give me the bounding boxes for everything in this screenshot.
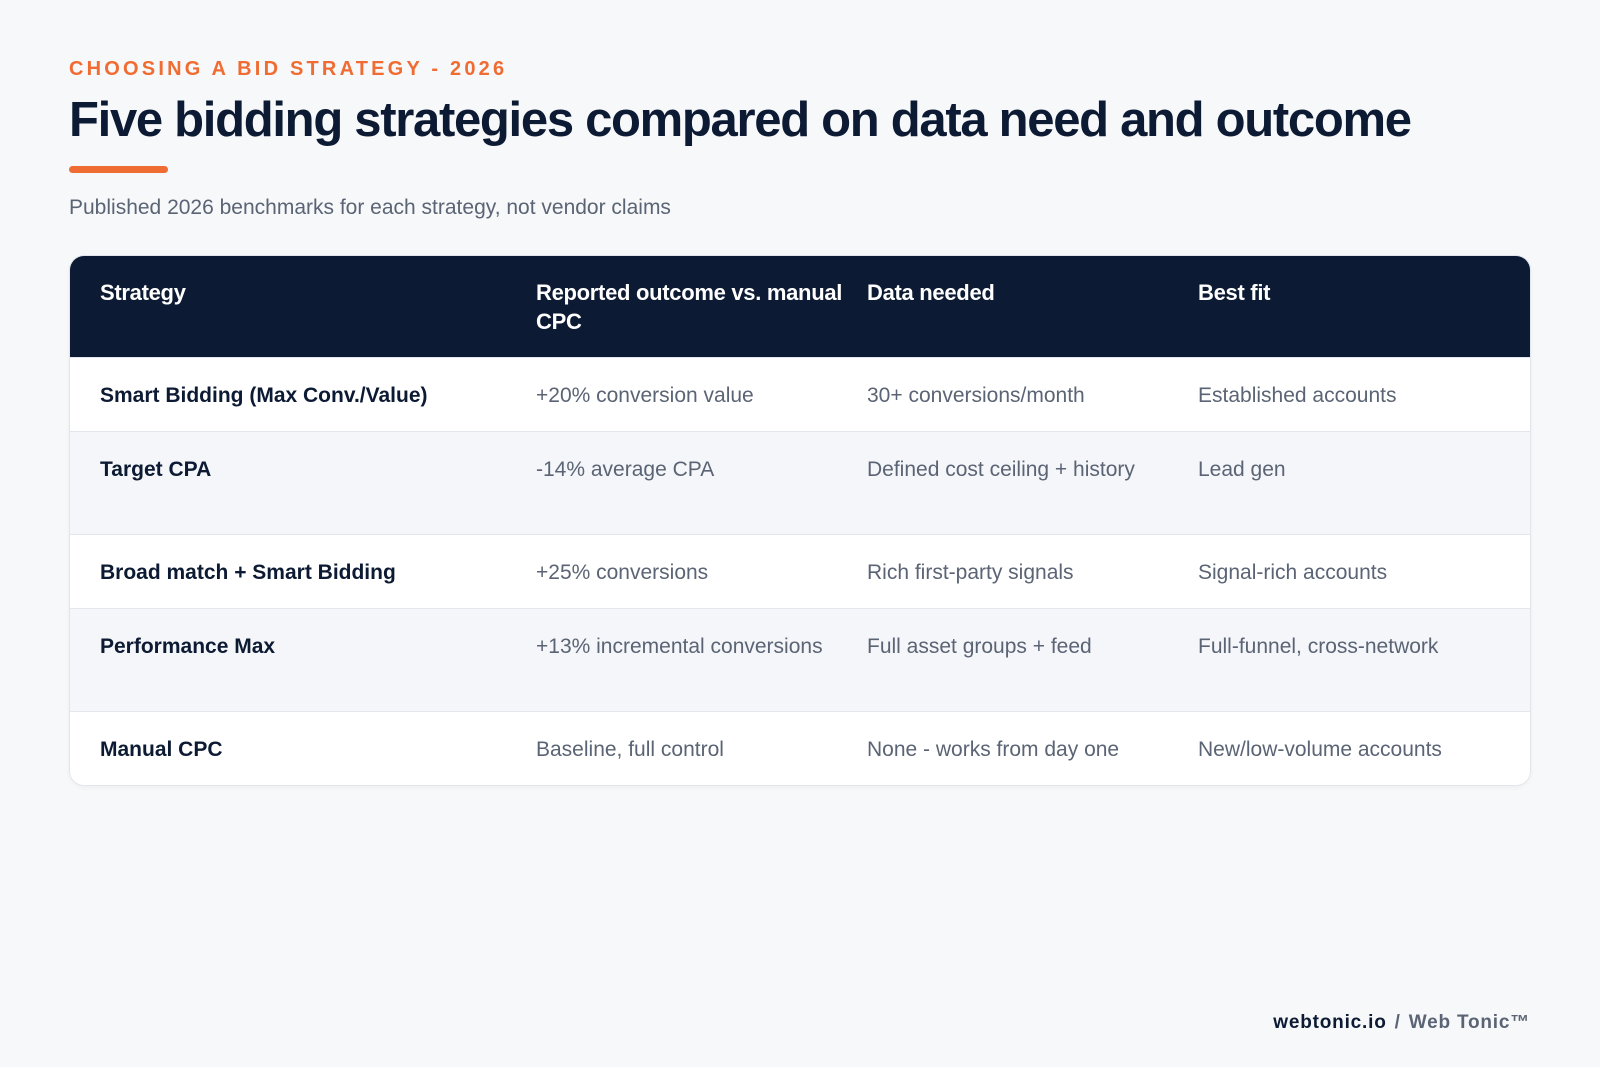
footer-attribution: webtonic.io / Web Tonic™ [1273, 1012, 1530, 1034]
data-needed-cell: None - works from day one [867, 738, 1120, 761]
strategy-cell: Performance Max [100, 635, 276, 658]
best-fit-cell: Lead gen [1198, 458, 1286, 481]
table-row: Manual CPC Baseline, full control None -… [70, 711, 1530, 785]
footer-separator: / [1394, 1012, 1401, 1033]
page-title: Five bidding strategies compared on data… [69, 93, 1412, 147]
footer-site-link[interactable]: webtonic.io [1273, 1012, 1387, 1033]
data-needed-cell: Defined cost ceiling + history [867, 458, 1135, 481]
table-row: Target CPA -14% average CPA Defined cost… [70, 431, 1530, 534]
strategy-cell: Target CPA [100, 458, 212, 481]
table-header-row: Strategy Reported outcome vs. manual CPC… [70, 256, 1530, 357]
outcome-cell: +13% incremental conversions [536, 635, 823, 658]
column-header-best-fit: Best fit [1198, 280, 1271, 305]
column-header-data-needed: Data needed [867, 280, 995, 305]
best-fit-cell: Full-funnel, cross-network [1198, 635, 1439, 658]
table-row: Broad match + Smart Bidding +25% convers… [70, 534, 1530, 608]
table-row: Smart Bidding (Max Conv./Value) +20% con… [70, 357, 1530, 431]
column-header-reported-outcome: Reported outcome vs. manual CPC [536, 280, 843, 334]
data-needed-cell: Rich first-party signals [867, 561, 1074, 584]
outcome-cell: Baseline, full control [536, 738, 724, 761]
table-row: Performance Max +13% incremental convers… [70, 608, 1530, 711]
strategy-cell: Smart Bidding (Max Conv./Value) [100, 384, 428, 407]
data-needed-cell: 30+ conversions/month [867, 384, 1085, 407]
best-fit-cell: New/low-volume accounts [1198, 738, 1442, 761]
eyebrow-label: CHOOSING A BID STRATEGY - 2026 [69, 58, 508, 80]
strategy-cell: Manual CPC [100, 738, 223, 761]
outcome-cell: +25% conversions [536, 561, 709, 584]
outcome-cell: -14% average CPA [536, 458, 715, 481]
title-accent-bar [69, 166, 168, 173]
best-fit-cell: Signal-rich accounts [1198, 561, 1388, 584]
outcome-cell: +20% conversion value [536, 384, 754, 407]
strategy-cell: Broad match + Smart Bidding [100, 561, 396, 584]
footer-brand: Web Tonic™ [1408, 1012, 1530, 1033]
data-needed-cell: Full asset groups + feed [867, 635, 1092, 658]
column-header-strategy: Strategy [100, 280, 186, 305]
best-fit-cell: Established accounts [1198, 384, 1397, 407]
comparison-table: Strategy Reported outcome vs. manual CPC… [70, 256, 1530, 785]
page-subtitle: Published 2026 benchmarks for each strat… [69, 196, 671, 219]
